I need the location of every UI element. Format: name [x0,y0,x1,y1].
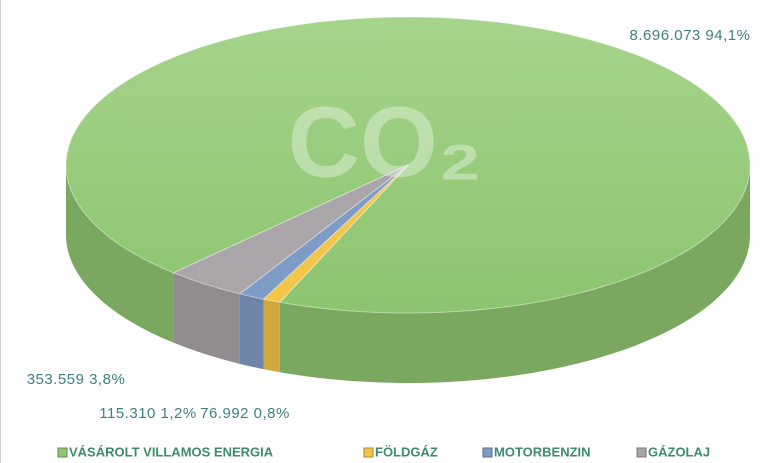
legend-swatch [637,448,646,457]
slice-side [263,299,279,372]
pie [66,17,750,383]
legend-swatch [364,448,373,457]
data-label: 8.696.073 94,1% [630,27,751,44]
legend-label: VÁSÁROLT VILLAMOS ENERGIA [69,444,274,459]
data-label: 353.559 3,8% [27,371,126,388]
legend-swatch [58,448,67,457]
legend-label: MOTORBENZIN [494,444,591,459]
slice-side [240,294,264,369]
legend-label: FÖLDGÁZ [375,444,438,459]
watermark: CO₂ [288,86,482,198]
data-label: 76.992 0,8% [200,405,290,422]
legend-label: GÁZOLAJ [648,444,710,459]
data-label: 115.310 1,2% [99,405,196,422]
legend-swatch [483,448,492,457]
chart: CO₂ 8.696.073 94,1% 76.992 0,8%115.310 1,… [0,0,772,463]
